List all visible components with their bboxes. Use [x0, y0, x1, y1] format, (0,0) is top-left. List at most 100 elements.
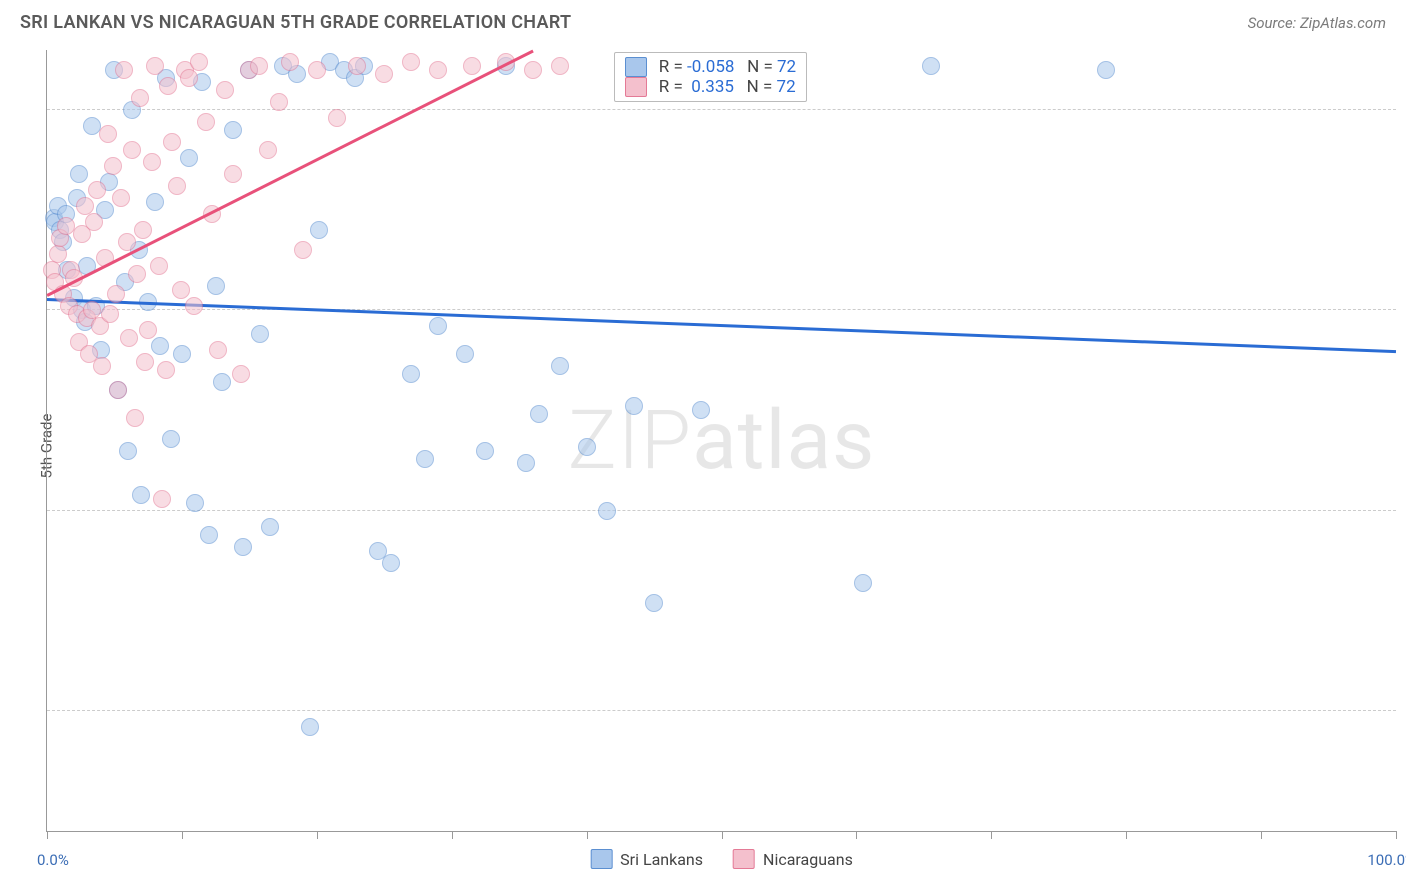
watermark: ZIPatlas	[568, 393, 876, 489]
data-point	[429, 317, 447, 335]
data-point	[251, 325, 269, 343]
legend-label: Sri Lankans	[620, 850, 703, 869]
chart-source: Source: ZipAtlas.com	[1248, 14, 1386, 32]
trend-line	[46, 50, 533, 297]
data-point	[49, 245, 67, 263]
gridline	[47, 109, 1396, 110]
data-point	[120, 329, 138, 347]
data-point	[88, 181, 106, 199]
legend-swatch	[590, 849, 612, 869]
x-tick	[587, 831, 588, 839]
data-point	[163, 133, 181, 151]
data-point	[456, 345, 474, 363]
data-point	[310, 221, 328, 239]
data-point	[308, 61, 326, 79]
data-point	[551, 357, 569, 375]
data-point	[259, 141, 277, 159]
data-point	[213, 373, 231, 391]
data-point	[185, 297, 203, 315]
data-point	[136, 353, 154, 371]
data-point	[153, 490, 171, 508]
data-point	[186, 494, 204, 512]
data-point	[645, 594, 663, 612]
x-label-min: 0.0%	[37, 851, 69, 869]
data-point	[625, 397, 643, 415]
data-point	[109, 381, 127, 399]
legend-item: Sri Lankans	[590, 849, 703, 869]
legend-label: Nicaraguans	[763, 850, 853, 869]
x-label-max: 100.0%	[1367, 851, 1406, 869]
data-point	[93, 357, 111, 375]
chart-header: SRI LANKAN VS NICARAGUAN 5TH GRADE CORRE…	[0, 0, 1406, 41]
data-point	[132, 486, 150, 504]
data-point	[143, 153, 161, 171]
data-point	[1097, 61, 1115, 79]
data-point	[172, 281, 190, 299]
x-tick	[991, 831, 992, 839]
data-point	[99, 125, 117, 143]
data-point	[197, 113, 215, 131]
data-point	[402, 365, 420, 383]
x-tick	[317, 831, 318, 839]
chart-container: ZIPatlas 100.0%95.0%90.0%85.0%0.0%100.0%…	[46, 50, 1396, 832]
data-point	[151, 337, 169, 355]
x-tick	[856, 831, 857, 839]
data-point	[131, 89, 149, 107]
data-point	[118, 233, 136, 251]
data-point	[382, 554, 400, 572]
data-point	[524, 61, 542, 79]
legend-swatch	[625, 77, 647, 97]
x-tick	[452, 831, 453, 839]
data-point	[854, 574, 872, 592]
data-point	[517, 454, 535, 472]
legend-row: R = -0.058 N = 72	[625, 57, 797, 77]
data-point	[224, 121, 242, 139]
data-point	[126, 409, 144, 427]
trend-line	[47, 298, 1396, 353]
data-point	[463, 57, 481, 75]
data-point	[157, 361, 175, 379]
data-point	[281, 53, 299, 71]
data-point	[294, 241, 312, 259]
data-point	[190, 53, 208, 71]
x-tick	[722, 831, 723, 839]
gridline	[47, 510, 1396, 511]
data-point	[85, 213, 103, 231]
data-point	[328, 109, 346, 127]
data-point	[250, 57, 268, 75]
data-point	[530, 405, 548, 423]
data-point	[301, 718, 319, 736]
legend-row: R = 0.335 N = 72	[625, 77, 797, 97]
data-point	[922, 57, 940, 75]
data-point	[107, 285, 125, 303]
legend-item: Nicaraguans	[733, 849, 853, 869]
data-point	[270, 93, 288, 111]
legend-swatch	[625, 57, 647, 77]
data-point	[216, 81, 234, 99]
data-point	[200, 526, 218, 544]
gridline	[47, 309, 1396, 310]
x-tick	[1396, 831, 1397, 839]
data-point	[104, 157, 122, 175]
data-point	[119, 442, 137, 460]
data-point	[207, 277, 225, 295]
plot-area: ZIPatlas 100.0%95.0%90.0%85.0%0.0%100.0%…	[46, 50, 1396, 832]
data-point	[168, 177, 186, 195]
data-point	[139, 321, 157, 339]
data-point	[128, 265, 146, 283]
data-point	[375, 65, 393, 83]
data-point	[551, 57, 569, 75]
correlation-legend: R = -0.058 N = 72 R = 0.335 N = 72	[614, 52, 808, 102]
data-point	[101, 305, 119, 323]
data-point	[180, 149, 198, 167]
data-point	[598, 502, 616, 520]
data-point	[578, 438, 596, 456]
x-tick	[182, 831, 183, 839]
data-point	[146, 57, 164, 75]
legend-swatch	[733, 849, 755, 869]
data-point	[146, 193, 164, 211]
data-point	[224, 165, 242, 183]
data-point	[173, 345, 191, 363]
x-tick	[47, 831, 48, 839]
x-tick	[1261, 831, 1262, 839]
